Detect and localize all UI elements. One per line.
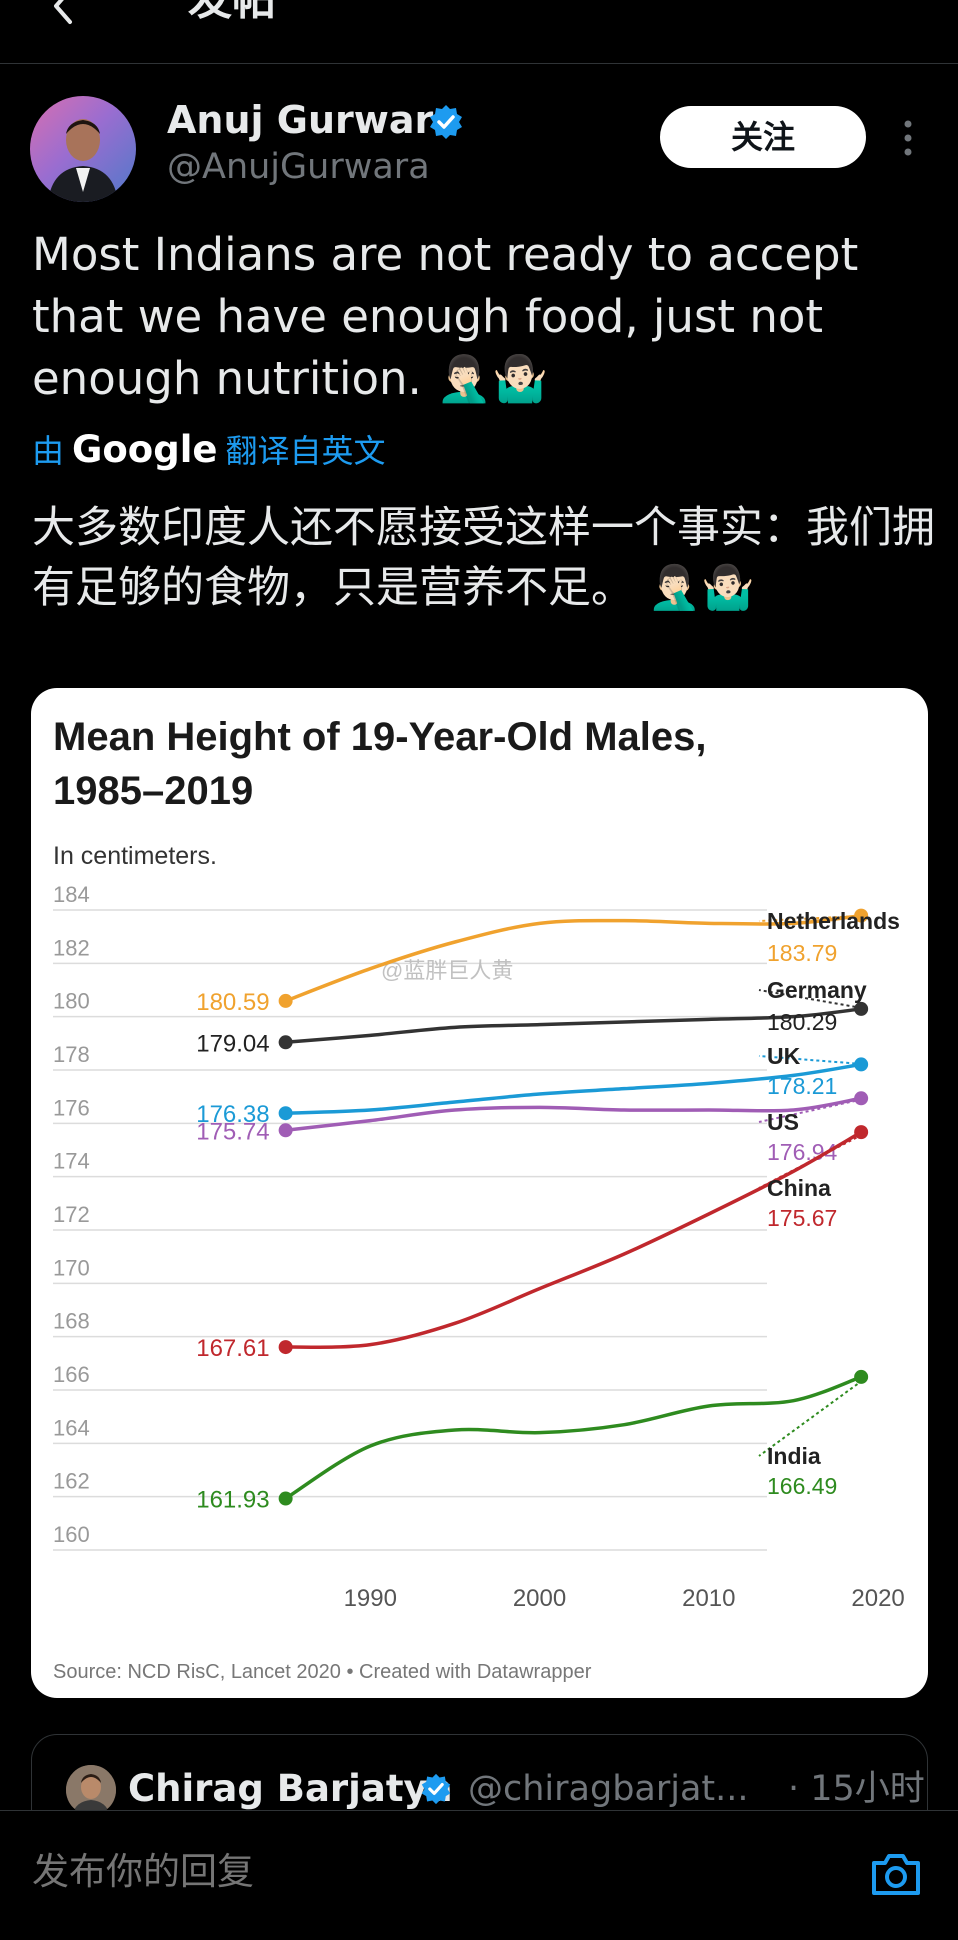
back-arrow-icon[interactable] (44, 0, 84, 26)
x-tick-label: 2010 (682, 1585, 735, 1612)
series-line-netherlands (283, 913, 863, 1003)
watermark: @蓝胖巨人黄 (381, 958, 513, 983)
end-point-netherlands (854, 908, 869, 923)
translation-suffix: 翻译自英文 (225, 432, 386, 470)
series-name-india: India (767, 1443, 821, 1469)
reply-avatar[interactable] (66, 1765, 116, 1815)
end-label-china: 175.67 (767, 1205, 837, 1231)
series-name-china: China (767, 1175, 831, 1201)
more-vertical-icon[interactable] (898, 118, 918, 158)
y-tick-label: 180 (53, 989, 90, 1014)
x-tick-label: 2000 (513, 1585, 566, 1612)
y-tick-label: 172 (53, 1202, 90, 1227)
start-point-china (278, 1340, 293, 1355)
end-point-uk (854, 1057, 869, 1072)
translation-prefix: 由 (32, 432, 65, 470)
google-logo: Google (72, 428, 218, 471)
x-tick-label: 1990 (344, 1585, 397, 1612)
start-label-uk: 176.38 (196, 1101, 269, 1128)
verified-badge-icon (421, 1773, 451, 1805)
author-handle[interactable]: @AnujGurwara (167, 147, 430, 187)
verified-badge-icon (430, 105, 462, 139)
translated-text: 大多数印度人还不愿接受这样一个事实：我们拥有足够的食物，只是营养不足。 🤦🏻‍♂… (32, 503, 935, 613)
chart-title: Mean Height of 19-Year-Old Males, (53, 715, 707, 759)
y-tick-label: 168 (53, 1309, 90, 1334)
end-label-netherlands: 183.79 (767, 940, 837, 966)
series-line-china (283, 1130, 863, 1349)
series-line-uk (283, 1062, 863, 1115)
series-name-uk: UK (767, 1043, 801, 1069)
reply-author-handle[interactable]: @chiragbarjat... (468, 1769, 749, 1809)
end-point-china (854, 1125, 869, 1140)
tweet-text: Most Indians are not ready to accept tha… (32, 228, 859, 405)
follow-button[interactable]: 关注 (660, 106, 866, 168)
leader-line-uk (758, 1055, 868, 1066)
translation-attribution[interactable]: 由 Google 翻译自英文 (32, 428, 386, 473)
leader-line-germany (758, 989, 868, 1010)
chart-source: Source: NCD RisC, Lancet 2020 • Created … (53, 1661, 592, 1683)
end-label-germany: 180.29 (767, 1009, 837, 1035)
reply-preview[interactable]: Chirag Barjatya @chiragbarjat... · 15小时 (31, 1734, 928, 1854)
start-label-us: 175.74 (196, 1118, 269, 1145)
reply-timestamp: · 15小时 (788, 1769, 925, 1809)
y-tick-label: 170 (53, 1255, 90, 1280)
top-bar: 发帖 (0, 0, 958, 64)
chart-title: 1985–2019 (53, 769, 253, 813)
end-label-uk: 178.21 (767, 1073, 837, 1099)
start-point-netherlands (278, 993, 293, 1008)
series-name-netherlands: Netherlands (767, 908, 900, 934)
page-title: 发帖 (188, 0, 276, 22)
end-label-india: 166.49 (767, 1473, 837, 1499)
camera-icon[interactable] (870, 1851, 922, 1897)
end-point-us (854, 1091, 869, 1106)
series-line-india (283, 1375, 863, 1501)
y-tick-label: 176 (53, 1095, 90, 1120)
end-point-india (854, 1369, 869, 1384)
chart-image[interactable]: Mean Height of 19-Year-Old Males, 1985–20… (31, 688, 928, 1698)
start-label-india: 161.93 (196, 1487, 269, 1514)
start-point-india (278, 1491, 293, 1506)
author-avatar[interactable] (30, 96, 136, 202)
x-tick-label: 2020 (851, 1585, 904, 1612)
reply-input[interactable] (32, 1847, 812, 1897)
line-chart: Mean Height of 19-Year-Old Males, 1985–20… (53, 715, 905, 1683)
series-name-us: US (767, 1109, 799, 1135)
author-name[interactable]: Anuj Gurwara (167, 98, 459, 142)
series-name-germany: Germany (767, 977, 867, 1003)
reply-bar (0, 1810, 958, 1940)
y-tick-label: 184 (53, 882, 90, 907)
chart-subtitle: In centimeters. (53, 842, 217, 870)
start-point-germany (278, 1035, 293, 1050)
start-point-us (278, 1123, 293, 1138)
y-tick-label: 166 (53, 1362, 90, 1387)
y-tick-label: 182 (53, 935, 90, 960)
leader-line-india (758, 1376, 868, 1457)
start-label-china: 167.61 (196, 1335, 269, 1362)
end-point-germany (854, 1001, 869, 1016)
y-tick-label: 164 (53, 1415, 90, 1440)
leader-line-netherlands (758, 914, 868, 922)
y-tick-label: 178 (53, 1042, 90, 1067)
start-label-germany: 179.04 (196, 1030, 269, 1057)
reply-author-name[interactable]: Chirag Barjatya (128, 1767, 453, 1810)
series-line-us (283, 1096, 863, 1133)
start-label-netherlands: 180.59 (196, 989, 269, 1016)
y-tick-label: 174 (53, 1149, 90, 1174)
y-tick-label: 162 (53, 1469, 90, 1494)
start-point-uk (278, 1106, 293, 1121)
series-line-germany (283, 1007, 863, 1045)
leader-line-china (758, 1131, 868, 1189)
leader-line-us (758, 1097, 868, 1123)
y-tick-label: 160 (53, 1522, 90, 1547)
